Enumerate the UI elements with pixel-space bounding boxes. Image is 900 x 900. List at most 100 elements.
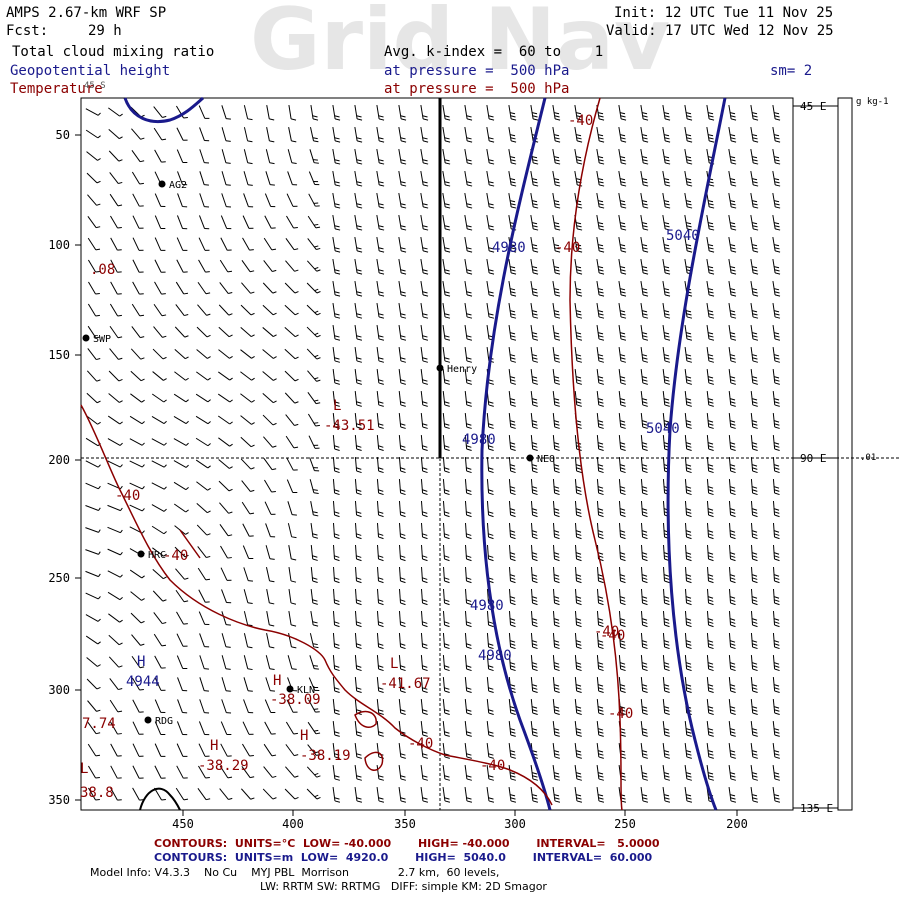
wind-barb (129, 526, 145, 534)
wind-barb (264, 501, 276, 515)
wind-barb (266, 611, 275, 627)
wind-barb (108, 613, 123, 623)
station-label-kln: KLN (297, 685, 315, 696)
wind-barb (240, 458, 255, 470)
wind-barb (596, 764, 604, 781)
wind-barb (640, 303, 649, 319)
wind-barb (264, 479, 276, 493)
wind-barb (464, 412, 472, 429)
wind-barb (310, 501, 319, 517)
wind-barb (728, 698, 736, 715)
wind-barb (376, 303, 385, 319)
wind-barb (640, 127, 649, 143)
wind-barb (332, 237, 341, 253)
wind-barb (707, 588, 714, 606)
wind-barb (265, 677, 275, 692)
station-label-henry: Henry (447, 364, 477, 375)
wind-barb (285, 260, 299, 272)
wind-barb (750, 764, 758, 781)
temperature-label: -40 (594, 624, 619, 640)
wind-barb (87, 237, 101, 251)
wind-barb (243, 699, 254, 714)
wind-barb (376, 149, 385, 165)
wind-barb (243, 127, 253, 143)
wind-barb (574, 368, 582, 385)
wind-barb (728, 193, 737, 209)
wind-barb (243, 633, 253, 649)
wind-barb (772, 742, 780, 759)
wind-barb (596, 149, 605, 165)
wind-barb (486, 698, 494, 715)
wind-barb (174, 546, 189, 558)
wind-barb (662, 171, 671, 187)
wind-barb (199, 655, 209, 670)
wind-barb (398, 368, 406, 385)
wind-barb (398, 105, 407, 121)
wind-barb (175, 304, 189, 317)
wind-barb (86, 370, 101, 382)
wind-barb (421, 544, 428, 562)
wind-barb (618, 368, 626, 385)
x-tick-label: 450 (172, 817, 194, 831)
temp-contour-west (80, 404, 553, 806)
wind-barb (151, 482, 167, 490)
station-dot (436, 364, 444, 372)
wind-barb (354, 742, 362, 759)
init-time: Init: 12 UTC Tue 11 Nov 25 (614, 5, 834, 21)
wind-barb (596, 259, 605, 275)
wind-barb (772, 456, 780, 474)
wind-barb (262, 349, 277, 359)
wind-barb (307, 370, 321, 382)
wind-barb (530, 259, 539, 275)
wind-barb (640, 390, 648, 407)
wind-barb (132, 237, 144, 251)
wind-barb (129, 415, 145, 425)
wind-barb (177, 699, 188, 714)
wind-barb (618, 654, 626, 672)
wind-barb (332, 368, 340, 385)
wind-barb (772, 237, 781, 253)
wind-barb (265, 545, 275, 560)
wind-barb (398, 500, 406, 518)
wind-barb (420, 346, 428, 363)
wind-barb (332, 412, 340, 429)
wind-barb (618, 346, 626, 363)
wind-barb (728, 500, 736, 518)
wind-barb (619, 566, 626, 584)
wind-barb (684, 412, 692, 429)
wind-barb (464, 171, 473, 187)
wind-barb (198, 237, 210, 251)
wind-barb (596, 346, 604, 363)
wind-barb (531, 544, 538, 562)
wind-barb (85, 570, 101, 578)
wind-barb (552, 346, 560, 363)
wind-barb (684, 171, 693, 187)
wind-barb (574, 303, 583, 319)
station-dot (144, 716, 152, 724)
wind-barb (464, 259, 473, 275)
wind-barb (553, 588, 560, 606)
wind-barb (285, 766, 299, 778)
wind-barb (152, 590, 167, 602)
wind-barb (153, 326, 167, 338)
station-markers: AG2 SWP Henry NEO HRC KLN RDG (82, 180, 555, 727)
wind-barb (398, 478, 406, 496)
wind-barb (442, 654, 450, 672)
wind-barb (131, 303, 145, 317)
wind-barb (108, 129, 123, 140)
wind-barb (662, 654, 670, 672)
wind-barb (508, 720, 516, 737)
wind-barb (108, 107, 123, 117)
wind-barb (176, 655, 188, 670)
wind-barb (110, 215, 122, 229)
wind-barb (706, 390, 714, 407)
wind-barb (308, 193, 320, 207)
wind-barb (618, 127, 627, 143)
wind-barb (486, 127, 495, 143)
wind-barb (399, 544, 406, 562)
wind-barb (641, 588, 648, 606)
wind-barb (508, 456, 516, 474)
wind-barb (376, 127, 385, 143)
contour-5040 (666, 97, 727, 811)
wind-barb (684, 105, 693, 121)
